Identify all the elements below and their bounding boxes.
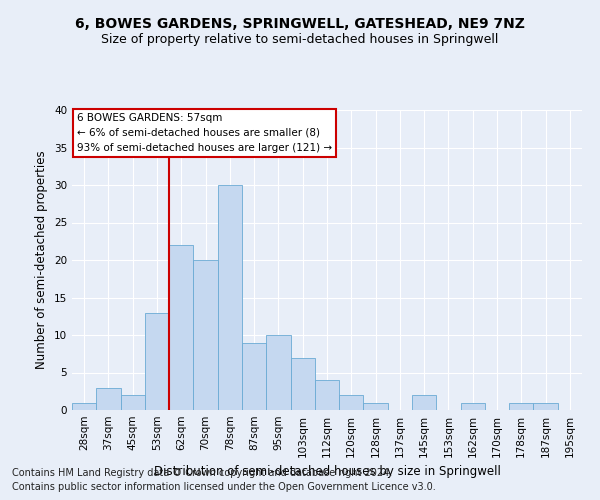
- Text: 6, BOWES GARDENS, SPRINGWELL, GATESHEAD, NE9 7NZ: 6, BOWES GARDENS, SPRINGWELL, GATESHEAD,…: [75, 18, 525, 32]
- Bar: [72, 402, 96, 410]
- Bar: [193, 260, 218, 410]
- Bar: [315, 380, 339, 410]
- Bar: [121, 395, 145, 410]
- Text: Contains public sector information licensed under the Open Government Licence v3: Contains public sector information licen…: [12, 482, 436, 492]
- Bar: [242, 342, 266, 410]
- Bar: [339, 395, 364, 410]
- Bar: [290, 358, 315, 410]
- Text: Contains HM Land Registry data © Crown copyright and database right 2024.: Contains HM Land Registry data © Crown c…: [12, 468, 392, 477]
- Bar: [218, 185, 242, 410]
- Bar: [412, 395, 436, 410]
- Bar: [169, 245, 193, 410]
- Bar: [364, 402, 388, 410]
- Bar: [145, 312, 169, 410]
- Y-axis label: Number of semi-detached properties: Number of semi-detached properties: [35, 150, 49, 370]
- Bar: [461, 402, 485, 410]
- Bar: [509, 402, 533, 410]
- Bar: [266, 335, 290, 410]
- Bar: [96, 388, 121, 410]
- Text: Size of property relative to semi-detached houses in Springwell: Size of property relative to semi-detach…: [101, 32, 499, 46]
- X-axis label: Distribution of semi-detached houses by size in Springwell: Distribution of semi-detached houses by …: [154, 466, 500, 478]
- Bar: [533, 402, 558, 410]
- Text: 6 BOWES GARDENS: 57sqm
← 6% of semi-detached houses are smaller (8)
93% of semi-: 6 BOWES GARDENS: 57sqm ← 6% of semi-deta…: [77, 113, 332, 152]
